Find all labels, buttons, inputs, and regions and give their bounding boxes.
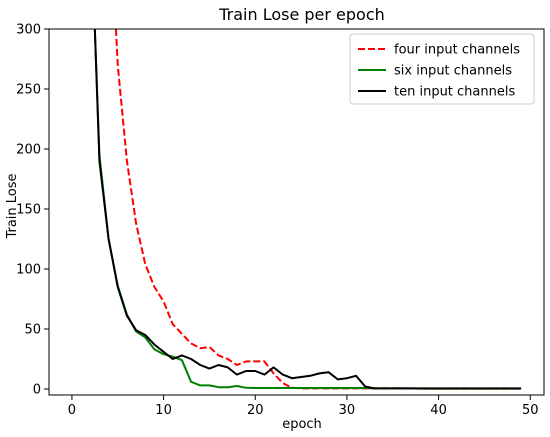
plot-area <box>48 28 545 396</box>
x-axis: 0 10 20 30 40 50 <box>68 395 539 418</box>
x-axis-label: epoch <box>282 417 322 432</box>
x-tick-label: 0 <box>68 403 76 418</box>
x-tick-label: 50 <box>522 403 539 418</box>
y-tick-label: 0 <box>33 383 41 398</box>
series-line-3 <box>93 29 522 390</box>
legend-label-2: six input channels <box>394 64 512 79</box>
y-axis-label: Train Lose <box>5 173 20 239</box>
x-tick-label: 40 <box>430 403 447 418</box>
y-tick-label: 300 <box>16 23 41 38</box>
x-tick-label: 10 <box>155 403 172 418</box>
legend-box <box>349 33 535 105</box>
y-tick-label: 150 <box>16 203 41 218</box>
x-tick-label: 20 <box>247 403 264 418</box>
plot-frame <box>48 28 545 396</box>
y-tick-label: 100 <box>16 263 41 278</box>
y-axis: 0 50 100 150 200 250 300 <box>16 23 49 398</box>
y-tick-label: 250 <box>16 83 41 98</box>
legend-label-1: four input channels <box>394 43 520 58</box>
chart-title: Train Lose per epoch <box>218 5 385 24</box>
x-tick-label: 30 <box>339 403 356 418</box>
y-tick-label: 200 <box>16 143 41 158</box>
y-tick-label: 50 <box>24 323 41 338</box>
legend: four input channels six input channels ten… <box>349 33 535 105</box>
legend-label-3: ten input channels <box>394 85 515 100</box>
